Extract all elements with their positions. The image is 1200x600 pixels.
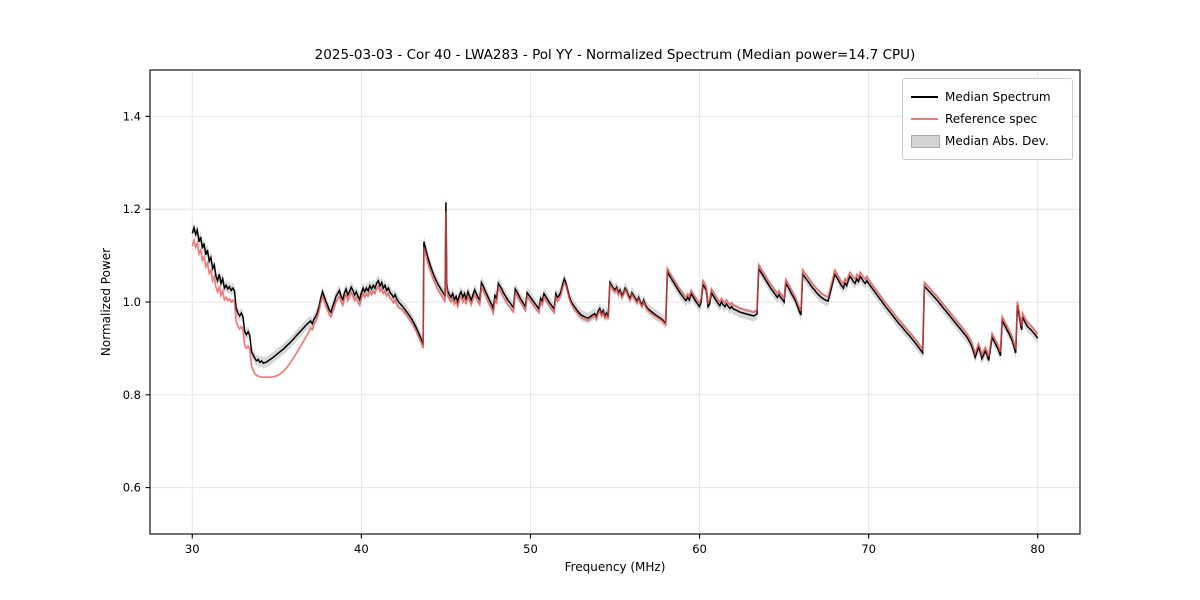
y-tick-label: 1.4 <box>123 109 141 123</box>
median-spectrum-line <box>191 202 1039 365</box>
x-tick-label: 70 <box>861 542 876 556</box>
legend-entry-median-abs-dev: Median Abs. Dev. <box>911 130 1062 152</box>
x-tick-label: 50 <box>523 542 538 556</box>
y-tick-label: 0.6 <box>123 481 141 495</box>
legend-entry-reference-spec: Reference spec <box>911 108 1062 130</box>
x-tick-label: 30 <box>185 542 200 556</box>
median-line-swatch <box>911 95 945 99</box>
mad-band <box>192 196 1038 369</box>
x-axis-label: Frequency (MHz) <box>564 560 666 574</box>
legend-label-mad: Median Abs. Dev. <box>945 134 1049 148</box>
reference-spec-line <box>191 211 1039 379</box>
y-tick-label: 1.2 <box>123 202 141 216</box>
legend-label-median: Median Spectrum <box>945 90 1051 104</box>
x-tick-label: 80 <box>1030 542 1045 556</box>
legend-label-reference: Reference spec <box>945 112 1038 126</box>
x-tick-label: 40 <box>354 542 369 556</box>
x-tick-label: 60 <box>692 542 707 556</box>
y-tick-label: 1.0 <box>123 295 141 309</box>
legend-entry-median-spectrum: Median Spectrum <box>911 86 1062 108</box>
reference-line-swatch <box>911 117 945 121</box>
mad-band-swatch <box>911 134 945 148</box>
chart-title: 2025-03-03 - Cor 40 - LWA283 - Pol YY - … <box>314 47 916 63</box>
legend: Median Spectrum Reference spec Median Ab… <box>902 78 1073 160</box>
y-tick-label: 0.8 <box>123 388 141 402</box>
